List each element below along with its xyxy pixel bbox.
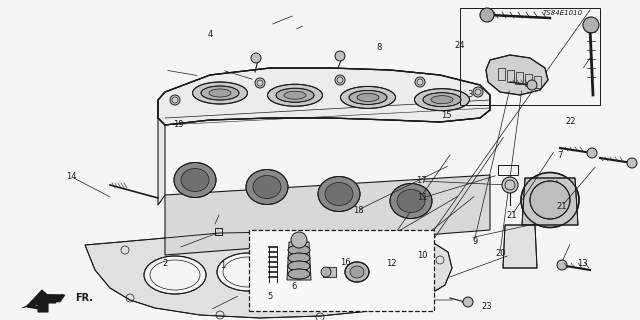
Ellipse shape <box>521 172 579 228</box>
Polygon shape <box>503 225 537 268</box>
Ellipse shape <box>415 89 470 111</box>
Ellipse shape <box>291 232 307 248</box>
Ellipse shape <box>181 169 209 191</box>
Bar <box>215 228 222 235</box>
Ellipse shape <box>480 8 494 22</box>
Polygon shape <box>486 55 548 95</box>
Ellipse shape <box>335 75 345 85</box>
Ellipse shape <box>217 253 279 291</box>
Text: 3: 3 <box>468 90 473 99</box>
Ellipse shape <box>340 86 396 108</box>
Polygon shape <box>287 242 311 280</box>
Ellipse shape <box>289 251 351 289</box>
Polygon shape <box>323 267 336 277</box>
Ellipse shape <box>288 269 310 279</box>
Ellipse shape <box>502 177 518 193</box>
Ellipse shape <box>463 297 473 307</box>
Text: 19: 19 <box>173 120 183 129</box>
Ellipse shape <box>335 51 345 61</box>
Polygon shape <box>30 290 56 312</box>
Text: 8: 8 <box>376 43 381 52</box>
Ellipse shape <box>345 262 369 282</box>
Ellipse shape <box>321 267 331 277</box>
Text: TS84E1010: TS84E1010 <box>543 11 583 16</box>
Text: 21: 21 <box>557 202 567 211</box>
Ellipse shape <box>527 80 537 90</box>
Text: 11: 11 <box>417 193 428 202</box>
Bar <box>498 68 505 80</box>
Ellipse shape <box>350 266 364 278</box>
Ellipse shape <box>627 158 637 168</box>
Text: 17: 17 <box>416 176 426 185</box>
Text: 9: 9 <box>472 237 477 246</box>
Bar <box>525 74 532 86</box>
Ellipse shape <box>284 91 306 99</box>
Ellipse shape <box>530 181 570 219</box>
Ellipse shape <box>288 261 310 271</box>
Bar <box>249 230 434 311</box>
Ellipse shape <box>268 84 323 106</box>
Ellipse shape <box>276 88 314 102</box>
Bar <box>516 72 523 84</box>
Text: 21: 21 <box>507 211 517 220</box>
Bar <box>534 76 541 88</box>
Ellipse shape <box>193 82 248 104</box>
Ellipse shape <box>144 256 206 294</box>
Text: 15: 15 <box>442 111 452 120</box>
Ellipse shape <box>251 53 261 63</box>
Text: 22: 22 <box>566 117 576 126</box>
Text: 13: 13 <box>577 259 588 268</box>
Ellipse shape <box>201 86 239 100</box>
Ellipse shape <box>557 260 567 270</box>
Polygon shape <box>22 294 65 308</box>
Ellipse shape <box>174 163 216 197</box>
Ellipse shape <box>390 183 432 219</box>
Ellipse shape <box>246 170 288 204</box>
Ellipse shape <box>357 93 379 101</box>
Ellipse shape <box>587 148 597 158</box>
Ellipse shape <box>288 253 310 263</box>
Ellipse shape <box>361 249 423 287</box>
Polygon shape <box>85 232 452 318</box>
Text: 5: 5 <box>268 292 273 301</box>
Polygon shape <box>522 178 578 225</box>
Ellipse shape <box>583 17 599 33</box>
Ellipse shape <box>431 96 453 104</box>
Text: 20: 20 <box>495 249 506 258</box>
Text: 14: 14 <box>67 172 77 181</box>
Text: 1: 1 <box>220 261 225 270</box>
Ellipse shape <box>473 87 483 97</box>
Ellipse shape <box>288 245 310 255</box>
Text: 12: 12 <box>387 259 397 268</box>
Ellipse shape <box>397 189 425 212</box>
Text: 18: 18 <box>353 206 364 215</box>
Ellipse shape <box>170 95 180 105</box>
Text: 24: 24 <box>454 41 465 50</box>
Text: 10: 10 <box>417 252 428 260</box>
Ellipse shape <box>415 77 425 87</box>
Text: 2: 2 <box>163 260 168 268</box>
Ellipse shape <box>325 182 353 205</box>
Text: 4: 4 <box>207 30 212 39</box>
Bar <box>507 70 514 82</box>
Ellipse shape <box>209 89 231 97</box>
Ellipse shape <box>349 91 387 104</box>
Polygon shape <box>158 68 490 125</box>
Ellipse shape <box>318 177 360 212</box>
Text: 16: 16 <box>340 258 351 267</box>
Polygon shape <box>165 175 490 255</box>
Ellipse shape <box>423 93 461 107</box>
Text: 6: 6 <box>292 282 297 291</box>
Ellipse shape <box>255 78 265 88</box>
Text: 23: 23 <box>481 302 492 311</box>
Ellipse shape <box>253 175 281 198</box>
Polygon shape <box>158 92 165 205</box>
Text: FR.: FR. <box>75 293 93 303</box>
Text: 7: 7 <box>557 151 563 160</box>
